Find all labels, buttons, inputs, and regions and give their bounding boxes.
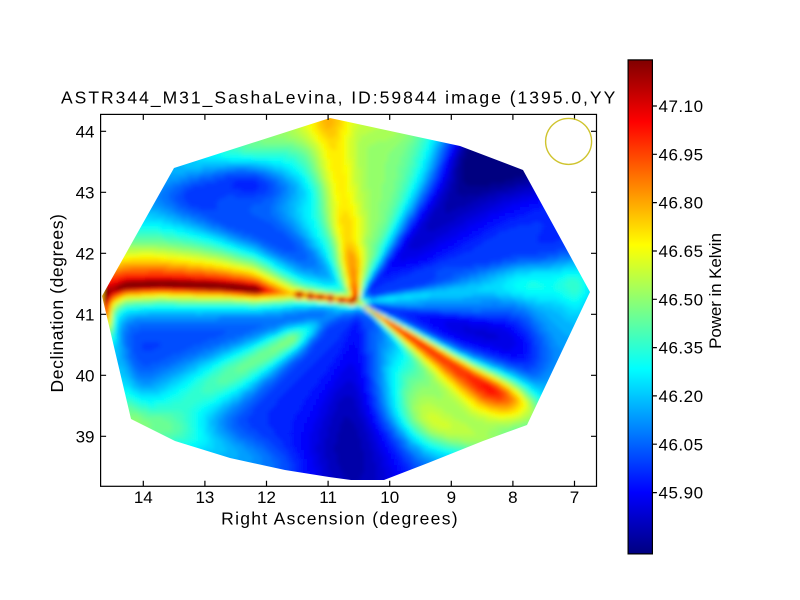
svg-text:8: 8 <box>508 488 517 507</box>
svg-text:ASTR344_M31_SashaLevina, ID:59: ASTR344_M31_SashaLevina, ID:59844 image … <box>61 88 617 109</box>
svg-text:46.65: 46.65 <box>659 242 704 261</box>
svg-text:45.90: 45.90 <box>659 484 704 503</box>
svg-text:47.10: 47.10 <box>659 97 704 116</box>
svg-text:Right Ascension (degrees): Right Ascension (degrees) <box>221 509 459 529</box>
svg-text:46.95: 46.95 <box>659 145 704 164</box>
svg-text:46.20: 46.20 <box>659 387 704 406</box>
svg-text:39: 39 <box>76 427 95 446</box>
svg-text:12: 12 <box>257 488 276 507</box>
svg-text:10: 10 <box>380 488 399 507</box>
svg-text:13: 13 <box>195 488 214 507</box>
svg-text:11: 11 <box>319 488 337 507</box>
svg-text:9: 9 <box>447 488 456 507</box>
svg-text:Power in Kelvin: Power in Kelvin <box>706 233 725 349</box>
svg-text:46.80: 46.80 <box>659 194 704 213</box>
svg-text:44: 44 <box>76 122 95 141</box>
svg-text:42: 42 <box>76 244 95 263</box>
svg-text:46.35: 46.35 <box>659 339 704 358</box>
svg-text:Declination (degrees): Declination (degrees) <box>47 214 67 393</box>
svg-text:46.05: 46.05 <box>659 435 704 454</box>
svg-text:14: 14 <box>134 488 153 507</box>
svg-text:40: 40 <box>76 366 95 385</box>
svg-text:43: 43 <box>76 183 95 202</box>
svg-text:41: 41 <box>76 305 95 324</box>
svg-text:7: 7 <box>570 488 579 507</box>
svg-text:46.50: 46.50 <box>659 290 704 309</box>
